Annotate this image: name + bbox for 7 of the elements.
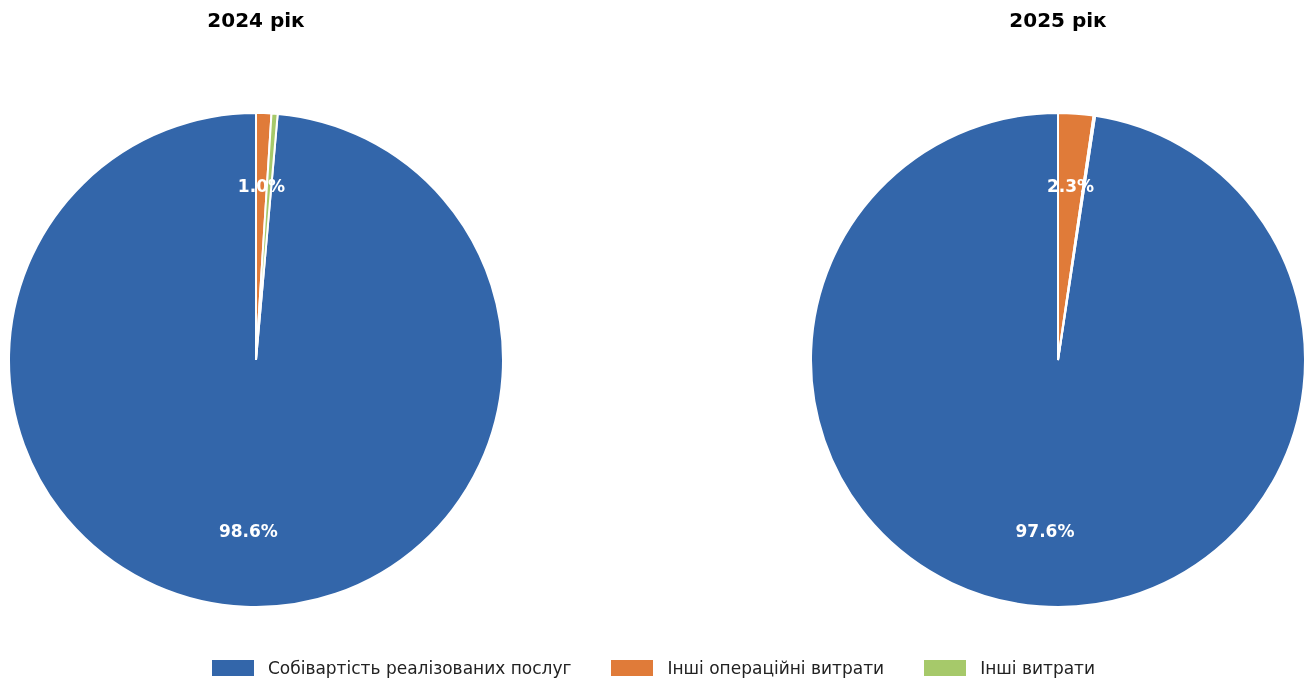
chart-title: 2024 рік xyxy=(207,8,306,33)
chart-title: 2025 рік xyxy=(1009,8,1108,33)
legend-label: Інші операційні витрати xyxy=(667,658,885,678)
data-label: 97.6% xyxy=(1015,520,1075,541)
legend-label: Собівартість реалізованих послуг xyxy=(267,658,572,678)
legend-label: Інші витрати xyxy=(980,658,1096,678)
data-label: 98.6% xyxy=(218,521,278,542)
